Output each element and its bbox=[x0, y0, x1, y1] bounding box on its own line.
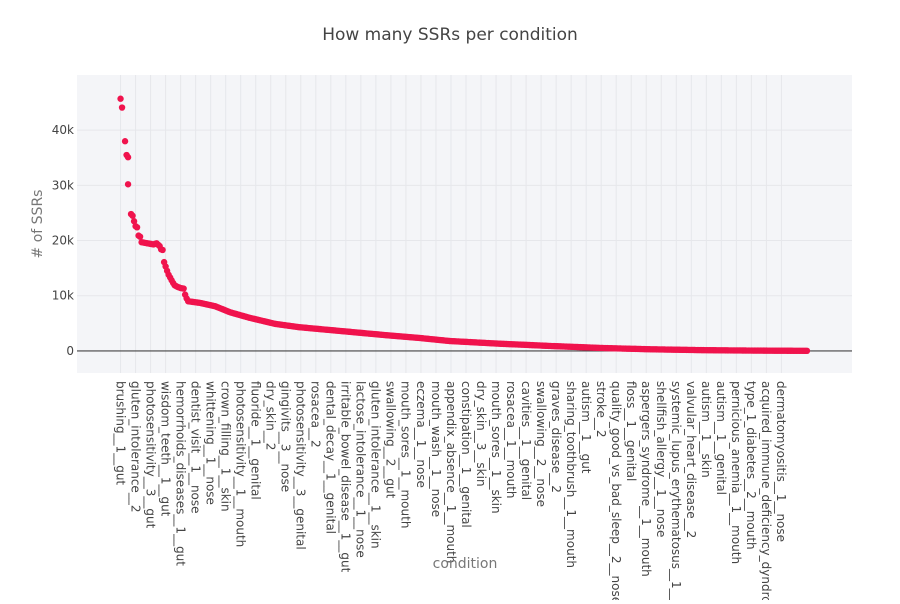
data-point bbox=[136, 233, 144, 240]
data-point bbox=[129, 212, 136, 219]
x-tick-label: crown_filling__1__skin bbox=[218, 381, 232, 512]
x-tick-label: lactose_intolerance__1__nose bbox=[354, 381, 368, 558]
x-tick-label: pernicious_anemia__1__mouth bbox=[729, 381, 743, 564]
y-tick-label: 40k bbox=[52, 123, 74, 137]
x-tick-label: whittening__1__nose bbox=[203, 381, 217, 505]
data-points bbox=[117, 95, 811, 355]
x-tick-label: constipation__1__genital bbox=[459, 381, 473, 528]
data-point bbox=[118, 104, 126, 111]
plot-background bbox=[77, 75, 852, 373]
data-point bbox=[124, 154, 132, 161]
x-tick-label: gluten_intolerance__2 bbox=[128, 381, 142, 512]
x-tick-label: dermatomyositis__1__nose bbox=[774, 381, 788, 542]
x-tick-label: mouth_sores__1__skin bbox=[489, 381, 503, 514]
x-tick-label: shellfish_allergy__1__nose bbox=[654, 381, 668, 537]
y-axis-title: # of SSRs bbox=[30, 190, 46, 259]
x-tick-label: gingivits__3__nose bbox=[279, 381, 293, 492]
data-point bbox=[130, 218, 138, 225]
x-tick-label: photosensitivity__1__mouth bbox=[234, 381, 248, 547]
x-tick-label: type_1_diabetes__2__mouth bbox=[744, 381, 758, 550]
x-tick-label: dry_skin__2 bbox=[264, 381, 278, 450]
x-tick-label: fluoride__1__genital bbox=[249, 381, 263, 500]
x-tick-label: dental_decay__1__genital bbox=[324, 381, 338, 534]
x-tick-label: cavities__1__genital bbox=[519, 381, 533, 500]
x-tick-label: brushing__1__gut bbox=[113, 381, 127, 485]
x-tick-label: aspergers_syndrome__1__mouth bbox=[639, 381, 653, 577]
data-point bbox=[159, 246, 166, 254]
data-point bbox=[124, 181, 132, 188]
x-tick-label: photosensitivity__3__gut bbox=[143, 381, 157, 529]
x-tick-label: swallowing__2__gut bbox=[384, 381, 398, 499]
x-tick-label: rosacea__2 bbox=[309, 381, 323, 448]
x-tick-label: acquired_immune_deficiency_dyndrome bbox=[759, 381, 773, 600]
x-tick-label: sharing_toothbrush__1__mouth bbox=[564, 381, 578, 568]
x-axis-title: condition bbox=[433, 556, 498, 572]
x-tick-label: autism__1__skin bbox=[699, 381, 713, 478]
x-tick-label: photosensitivity__3__genital bbox=[294, 381, 308, 550]
data-point bbox=[133, 224, 141, 231]
x-tick-label: eczema__1__nose bbox=[414, 381, 428, 488]
x-tick-label: dentist_visit__1__nose bbox=[188, 381, 202, 514]
x-tick-label: graves_disease__2 bbox=[549, 381, 563, 493]
x-tick-label: valvular_heart_disease__2 bbox=[684, 381, 698, 538]
x-tick-label: rosacea__1__mouth bbox=[504, 381, 518, 499]
data-point bbox=[803, 347, 811, 355]
x-tick-label: stroke__2 bbox=[594, 381, 608, 438]
data-point bbox=[117, 95, 124, 102]
y-tick-labels: 0 10k 20k 30k 40k bbox=[52, 123, 74, 358]
y-tick-label: 20k bbox=[52, 234, 74, 248]
x-tick-label: irritable_bowel_disease__1__gut bbox=[339, 381, 353, 573]
x-tick-label: hemorrhoids_diseases__1__gut bbox=[173, 381, 187, 566]
y-tick-label: 30k bbox=[52, 178, 74, 192]
x-tick-label: floss__1__genital bbox=[624, 381, 638, 481]
y-tick-label: 10k bbox=[52, 289, 74, 303]
data-point bbox=[180, 285, 187, 292]
x-tick-label: dry_skin__3__skin bbox=[474, 381, 488, 487]
data-point bbox=[121, 138, 129, 145]
x-tick-label: autism__1__genital bbox=[714, 381, 728, 495]
x-tick-label: appendix_absence__1__mouth bbox=[444, 381, 458, 563]
x-tick-label: systemic_lupus_erythematosus__1__gut bbox=[669, 381, 683, 600]
x-tick-label: autism__1__gut bbox=[579, 381, 593, 474]
gridlines bbox=[77, 75, 852, 373]
x-tick-label: swallowing__2__nose bbox=[534, 381, 548, 507]
y-tick-label: 0 bbox=[66, 344, 74, 358]
x-tick-labels: brushing__1__gut gluten_intolerance__2 pho… bbox=[113, 381, 788, 604]
x-tick-label: mouth_wash__1__nose bbox=[429, 381, 443, 517]
x-tick-label: mouth_sores__1__mouth bbox=[399, 381, 413, 528]
x-tick-label: quality_good_vs_bad_sleep__2__nose bbox=[609, 381, 623, 600]
x-tick-label: wisdom_teeth__1__gut bbox=[158, 381, 172, 517]
x-tick-label: gluten_intolerance__1__skin bbox=[369, 381, 383, 549]
chart-title: How many SSRs per condition bbox=[322, 25, 578, 45]
